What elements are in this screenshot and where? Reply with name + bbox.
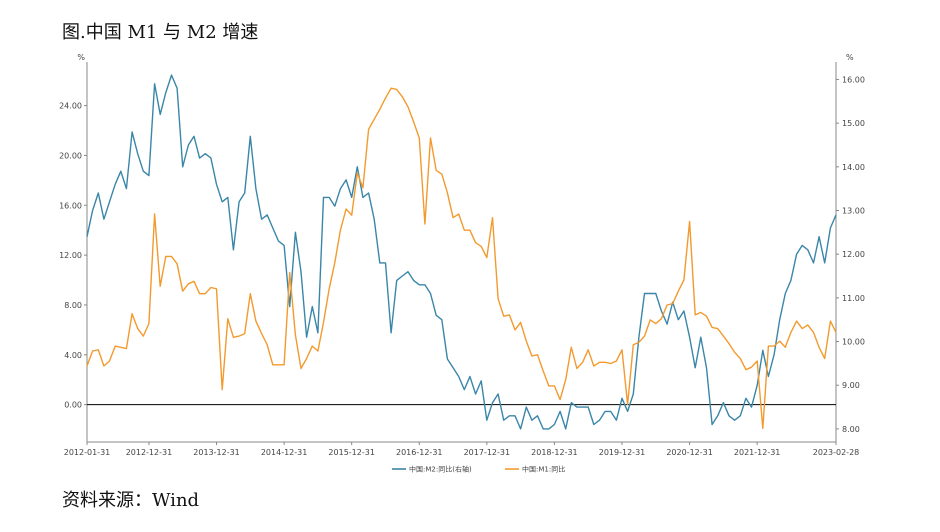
right-tick-label: 13.00 bbox=[842, 207, 865, 216]
x-tick-label: 2014-12-31 bbox=[261, 448, 308, 457]
x-tick-label: 2015-12-31 bbox=[328, 448, 375, 457]
right-tick-label: 16.00 bbox=[842, 75, 865, 84]
right-tick-label: 15.00 bbox=[842, 119, 865, 128]
x-tick-label: 2018-12-31 bbox=[531, 448, 578, 457]
right-tick-label: 9.00 bbox=[842, 381, 860, 390]
left-axis-unit: % bbox=[77, 53, 85, 62]
right-tick-label: 8.00 bbox=[842, 425, 860, 434]
series-layer bbox=[86, 74, 837, 430]
left-tick-label: 16.00 bbox=[59, 201, 82, 210]
x-tick-label: 2013-12-31 bbox=[193, 448, 240, 457]
x-tick-label: 2021-12-31 bbox=[734, 448, 781, 457]
x-tick-label: 2012-01-31 bbox=[64, 448, 111, 457]
left-tick-label: 12.00 bbox=[59, 251, 82, 260]
left-tick-label: 20.00 bbox=[59, 151, 82, 160]
left-axis: % 0.00 4.00 8.00 12.00 16.00 20.00 24.00 bbox=[59, 53, 88, 442]
page-source: 资料来源：Wind bbox=[62, 490, 200, 511]
left-tick-label: 0.00 bbox=[64, 401, 82, 410]
legend-label: 中国:M1:同比 bbox=[522, 465, 565, 474]
x-tick-label: 2012-12-31 bbox=[126, 448, 173, 457]
page-title: 图.中国 M1 与 M2 增速 bbox=[62, 22, 259, 43]
right-axis-unit: % bbox=[846, 53, 854, 62]
right-tick-label: 10.00 bbox=[842, 338, 865, 347]
right-tick-label: 12.00 bbox=[842, 250, 865, 259]
x-tick-label: 2020-12-31 bbox=[666, 448, 713, 457]
left-tick-label: 8.00 bbox=[64, 301, 82, 310]
x-tick-label: 2017-12-31 bbox=[464, 448, 511, 457]
legend-label: 中国:M2:同比(右轴) bbox=[409, 465, 472, 474]
left-tick-label: 4.00 bbox=[64, 351, 82, 360]
x-tick-label: 2023-02-28 bbox=[813, 448, 860, 457]
x-tick-label: 2016-12-31 bbox=[396, 448, 443, 457]
x-axis: 2012-01-31 2012-12-31 2013-12-31 2014-12-31… bbox=[64, 404, 860, 457]
right-tick-label: 11.00 bbox=[842, 294, 865, 303]
m2-series-line bbox=[86, 74, 837, 430]
right-axis: % 8.00 9.00 10.00 11.00 12.00 13.00 14.00 15.00 1… bbox=[835, 53, 865, 442]
x-tick-label: 2019-12-31 bbox=[599, 448, 646, 457]
legend: 中国:M2:同比(右轴) 中国:M1:同比 bbox=[392, 465, 565, 474]
m1-series-line bbox=[86, 87, 837, 429]
left-tick-label: 24.00 bbox=[59, 102, 82, 111]
right-tick-label: 14.00 bbox=[842, 163, 865, 172]
